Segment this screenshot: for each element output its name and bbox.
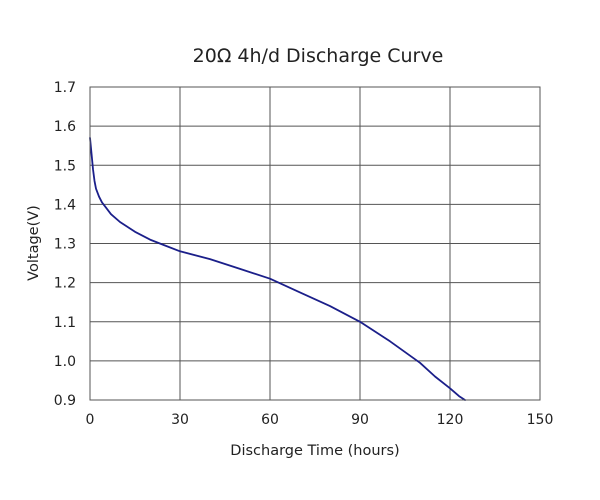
chart-title: 20Ω 4h/d Discharge Curve: [193, 45, 444, 67]
y-tick-label: 0.9: [54, 393, 76, 409]
plot-area: [89, 136, 466, 401]
y-tick-label: 1.6: [54, 119, 76, 135]
y-tick-label: 1.2: [54, 276, 76, 292]
x-tick-label: 60: [261, 412, 279, 428]
y-tick-label: 1.3: [54, 237, 76, 253]
x-tick-label: 30: [171, 412, 189, 428]
y-tick-label: 1.1: [54, 315, 76, 331]
y-tick-label: 1.7: [54, 80, 76, 96]
tick-labels: 0 30 60 90 120 150 0.9 1.0 1.1 1.2 1.3 1.4 1.5 1.6 1.7: [54, 80, 554, 428]
y-tick-label: 1.4: [54, 197, 76, 213]
x-axis-label: Discharge Time (hours): [230, 443, 399, 459]
x-tick-label: 120: [437, 412, 464, 428]
y-tick-label: 1.0: [54, 354, 76, 370]
series-line: [89, 136, 466, 401]
y-axis-label: Voltage(V): [26, 205, 42, 281]
x-tick-label: 90: [351, 412, 369, 428]
plot-frame: [89, 86, 541, 401]
x-tick-label: 150: [527, 412, 554, 428]
x-tick-label: 0: [86, 412, 95, 428]
y-tick-label: 1.5: [54, 158, 76, 174]
